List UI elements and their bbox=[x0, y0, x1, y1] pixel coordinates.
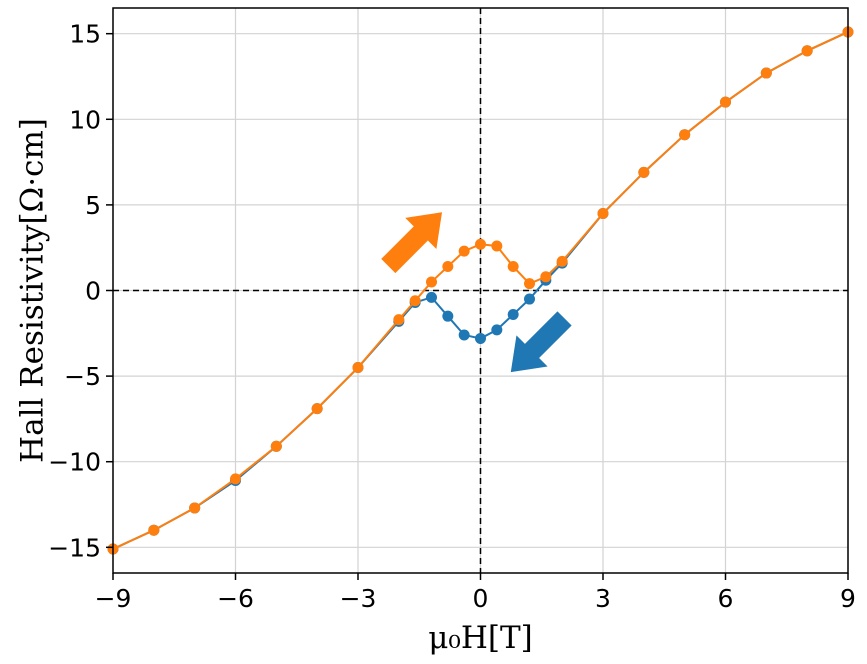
data-point bbox=[409, 295, 421, 307]
y-tick-label: 15 bbox=[69, 20, 101, 49]
data-point bbox=[475, 238, 486, 250]
data-point bbox=[270, 440, 282, 452]
x-tick-label: −6 bbox=[217, 584, 254, 613]
arrow-up-right bbox=[381, 212, 443, 274]
series-layer bbox=[107, 26, 854, 555]
y-tick-label: 0 bbox=[85, 277, 101, 306]
data-point bbox=[720, 96, 731, 108]
y-tick-label: −15 bbox=[48, 533, 101, 562]
data-point bbox=[491, 324, 503, 336]
data-point bbox=[352, 362, 364, 374]
data-point bbox=[507, 308, 519, 320]
data-point bbox=[524, 278, 535, 290]
data-point bbox=[760, 67, 772, 79]
x-tick-label: −3 bbox=[340, 584, 377, 613]
data-point bbox=[148, 524, 160, 536]
data-point bbox=[475, 332, 486, 344]
arrow-down-left bbox=[510, 311, 572, 373]
data-point bbox=[801, 45, 813, 57]
series-sweep-up bbox=[107, 26, 854, 555]
data-point bbox=[458, 329, 470, 341]
zero-lines bbox=[113, 8, 848, 573]
y-tick-label: 10 bbox=[69, 105, 101, 134]
data-point bbox=[189, 502, 201, 514]
data-point bbox=[442, 261, 454, 273]
data-point bbox=[311, 403, 323, 415]
x-tick-label: −9 bbox=[95, 584, 132, 613]
arrow-shape bbox=[381, 212, 443, 274]
data-point bbox=[442, 310, 454, 322]
x-tick-label: 6 bbox=[718, 584, 734, 613]
data-point bbox=[426, 291, 437, 303]
y-tick-label: 5 bbox=[85, 191, 101, 220]
y-tick-label: −10 bbox=[48, 448, 101, 477]
data-point bbox=[393, 314, 405, 326]
data-point bbox=[426, 276, 437, 288]
data-point bbox=[638, 166, 650, 178]
data-point bbox=[230, 473, 241, 485]
x-tick-label: 3 bbox=[595, 584, 611, 613]
data-point bbox=[679, 129, 691, 141]
arrow-shape bbox=[510, 311, 572, 373]
y-tick-label: −5 bbox=[64, 362, 101, 391]
data-point bbox=[597, 207, 609, 219]
direction-arrows bbox=[381, 212, 572, 373]
data-point bbox=[524, 293, 535, 305]
data-point bbox=[540, 271, 552, 283]
data-point bbox=[556, 255, 568, 267]
ticks: −9 −6 −3 0 3 6 9 −15 −10 −5 0 5 10 15 bbox=[48, 20, 856, 613]
y-axis-label: Hall Resistivity[Ω·cm] bbox=[15, 118, 51, 463]
data-point bbox=[458, 245, 470, 257]
data-point bbox=[507, 261, 519, 273]
x-axis-label: μ₀H[T] bbox=[428, 620, 532, 656]
x-tick-label: 0 bbox=[473, 584, 489, 613]
data-point bbox=[491, 240, 503, 252]
x-tick-label: 9 bbox=[840, 584, 856, 613]
